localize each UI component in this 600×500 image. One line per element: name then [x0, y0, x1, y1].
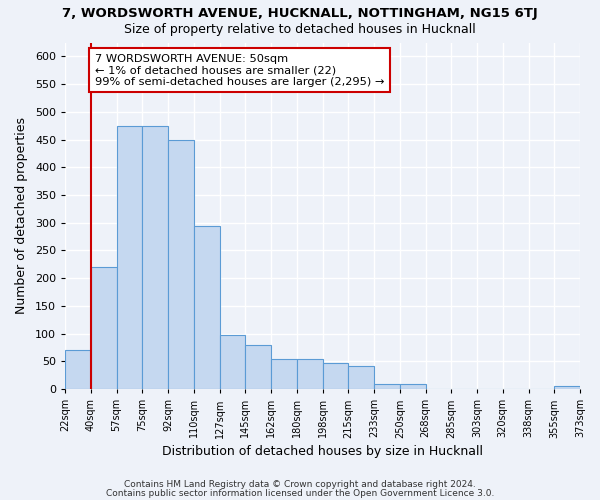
- Bar: [91, 267, 116, 389]
- Bar: [65, 350, 91, 389]
- Bar: [168, 140, 194, 389]
- Bar: [194, 226, 220, 389]
- Text: Size of property relative to detached houses in Hucknall: Size of property relative to detached ho…: [124, 22, 476, 36]
- Bar: [323, 362, 348, 389]
- X-axis label: Distribution of detached houses by size in Hucknall: Distribution of detached houses by size …: [162, 444, 483, 458]
- Bar: [245, 345, 271, 389]
- Bar: [374, 384, 400, 389]
- Text: Contains public sector information licensed under the Open Government Licence 3.: Contains public sector information licen…: [106, 488, 494, 498]
- Bar: [554, 386, 580, 389]
- Bar: [116, 126, 142, 389]
- Bar: [400, 384, 425, 389]
- Bar: [348, 366, 374, 389]
- Bar: [220, 336, 245, 389]
- Y-axis label: Number of detached properties: Number of detached properties: [15, 118, 28, 314]
- Bar: [271, 358, 297, 389]
- Text: 7, WORDSWORTH AVENUE, HUCKNALL, NOTTINGHAM, NG15 6TJ: 7, WORDSWORTH AVENUE, HUCKNALL, NOTTINGH…: [62, 8, 538, 20]
- Bar: [297, 358, 323, 389]
- Text: Contains HM Land Registry data © Crown copyright and database right 2024.: Contains HM Land Registry data © Crown c…: [124, 480, 476, 489]
- Bar: [142, 126, 168, 389]
- Text: 7 WORDSWORTH AVENUE: 50sqm
← 1% of detached houses are smaller (22)
99% of semi-: 7 WORDSWORTH AVENUE: 50sqm ← 1% of detac…: [95, 54, 384, 87]
